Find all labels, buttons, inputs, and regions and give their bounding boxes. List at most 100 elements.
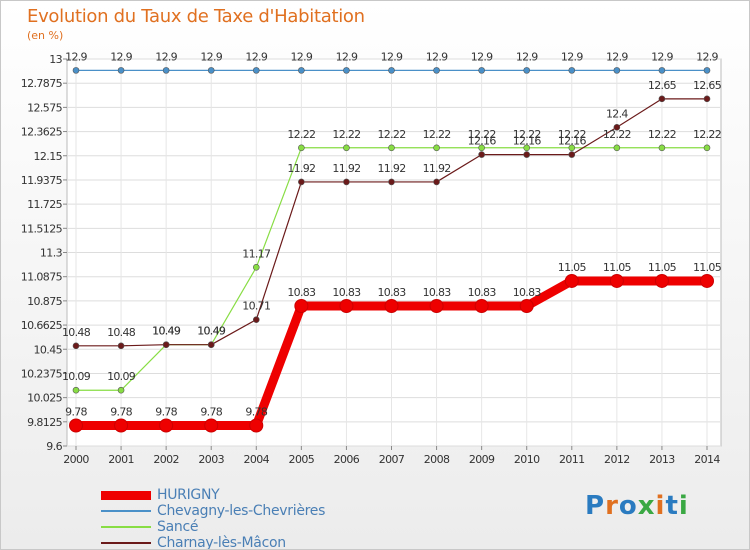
logo-letter: i: [678, 491, 689, 521]
y-tick-label: 11.3: [40, 247, 63, 260]
logo-letter: o: [618, 491, 638, 521]
data-point: [613, 144, 621, 152]
data-point: [568, 67, 576, 74]
data-point: [388, 67, 395, 74]
data-label: 12.9: [65, 50, 87, 63]
data-point: [568, 151, 576, 158]
x-tick-label: 2011: [559, 453, 585, 466]
x-tick-label: 2007: [379, 453, 405, 466]
data-point: [162, 67, 170, 74]
unit-label: (en %): [27, 29, 64, 42]
data-point: [298, 67, 305, 74]
data-point: [388, 178, 395, 186]
data-point: [252, 263, 260, 271]
data-point: [384, 298, 399, 313]
data-point: [343, 144, 350, 152]
data-label: 12.9: [561, 50, 583, 63]
x-tick-label: 2013: [649, 453, 675, 466]
y-tick-label: 9.8125: [27, 416, 62, 429]
data-label: 12.22: [513, 128, 541, 141]
data-label: 12.9: [200, 50, 222, 63]
data-point: [703, 67, 711, 74]
data-label: 12.9: [651, 50, 673, 63]
data-label: 10.49: [152, 325, 181, 338]
proxiti-logo: Proxiti: [585, 491, 689, 521]
data-label: 11.92: [332, 162, 360, 175]
x-tick-label: 2003: [198, 453, 224, 466]
y-tick-label: 11.0875: [21, 271, 63, 284]
data-label: 12.22: [332, 128, 360, 141]
data-point: [658, 67, 666, 74]
legend-label: Charnay-lès-Mâcon: [157, 535, 286, 550]
data-point: [343, 178, 350, 186]
data-label: 9.78: [155, 406, 177, 419]
data-point: [294, 298, 309, 313]
data-label: 12.22: [468, 128, 496, 141]
data-label: 10.49: [152, 325, 181, 338]
data-point: [117, 67, 125, 74]
data-label: 12.22: [287, 128, 315, 141]
data-label: 9.78: [245, 406, 267, 419]
x-tick-label: 2000: [63, 453, 89, 466]
data-label: 10.71: [242, 300, 270, 313]
y-tick-label: 10.2375: [21, 367, 63, 380]
data-point: [207, 67, 215, 74]
data-point: [339, 298, 354, 313]
data-point: [523, 151, 531, 158]
data-point: [204, 418, 219, 433]
x-tick-label: 2010: [514, 453, 540, 466]
y-tick-label: 12.7875: [21, 77, 63, 90]
data-label: 12.65: [648, 79, 677, 92]
data-label: 12.16: [558, 135, 587, 148]
data-label: 12.16: [468, 135, 497, 148]
logo-letter: i: [655, 491, 666, 521]
legend-swatch: [101, 510, 151, 512]
data-label: 11.92: [378, 162, 406, 175]
data-label: 12.22: [558, 128, 586, 141]
data-label: 12.9: [110, 50, 132, 63]
data-point: [72, 386, 80, 394]
data-label: 10.09: [62, 370, 91, 383]
y-tick-label: 12.575: [27, 101, 62, 114]
data-label: 12.9: [516, 50, 538, 63]
data-point: [568, 144, 576, 152]
data-label: 10.48: [62, 326, 91, 339]
x-tick-label: 2002: [153, 453, 179, 466]
data-label: 12.9: [381, 50, 403, 63]
data-point: [523, 144, 531, 152]
data-label: 12.22: [423, 128, 451, 141]
data-point: [252, 316, 260, 323]
legend-swatch: [101, 542, 151, 544]
y-tick-label: 10.025: [27, 392, 62, 405]
legend-item: Charnay-lès-Mâcon: [101, 535, 325, 550]
data-point: [252, 67, 260, 74]
legend-item: Sancé: [101, 519, 325, 535]
y-tick-label: 10.6625: [21, 319, 63, 332]
data-label: 10.83: [332, 286, 361, 299]
legend-label: Sancé: [157, 519, 199, 535]
data-point: [429, 298, 444, 313]
data-label: 12.4: [606, 107, 628, 120]
logo-letter: x: [637, 491, 656, 521]
data-point: [433, 67, 440, 74]
y-tick-label: 12.15: [34, 150, 63, 163]
data-point: [478, 144, 485, 152]
data-point: [114, 418, 129, 433]
legend-label: Chevagny-les-Chevrières: [157, 503, 326, 519]
data-label: 12.9: [291, 50, 313, 63]
data-point: [703, 144, 711, 152]
chart-title: Evolution du Taux de Taxe d'Habitation: [27, 6, 365, 27]
y-tick-label: 10.45: [34, 343, 63, 356]
data-point: [298, 178, 305, 186]
y-tick-label: 10.875: [27, 295, 62, 308]
legend-swatch: [101, 526, 151, 528]
data-point: [478, 151, 485, 158]
data-label: 12.65: [693, 79, 722, 92]
data-label: 10.48: [107, 326, 136, 339]
data-label: 11.92: [287, 162, 315, 175]
data-point: [343, 67, 350, 74]
data-label: 12.9: [336, 50, 358, 63]
data-label: 11.05: [603, 261, 632, 274]
data-point: [519, 298, 534, 313]
